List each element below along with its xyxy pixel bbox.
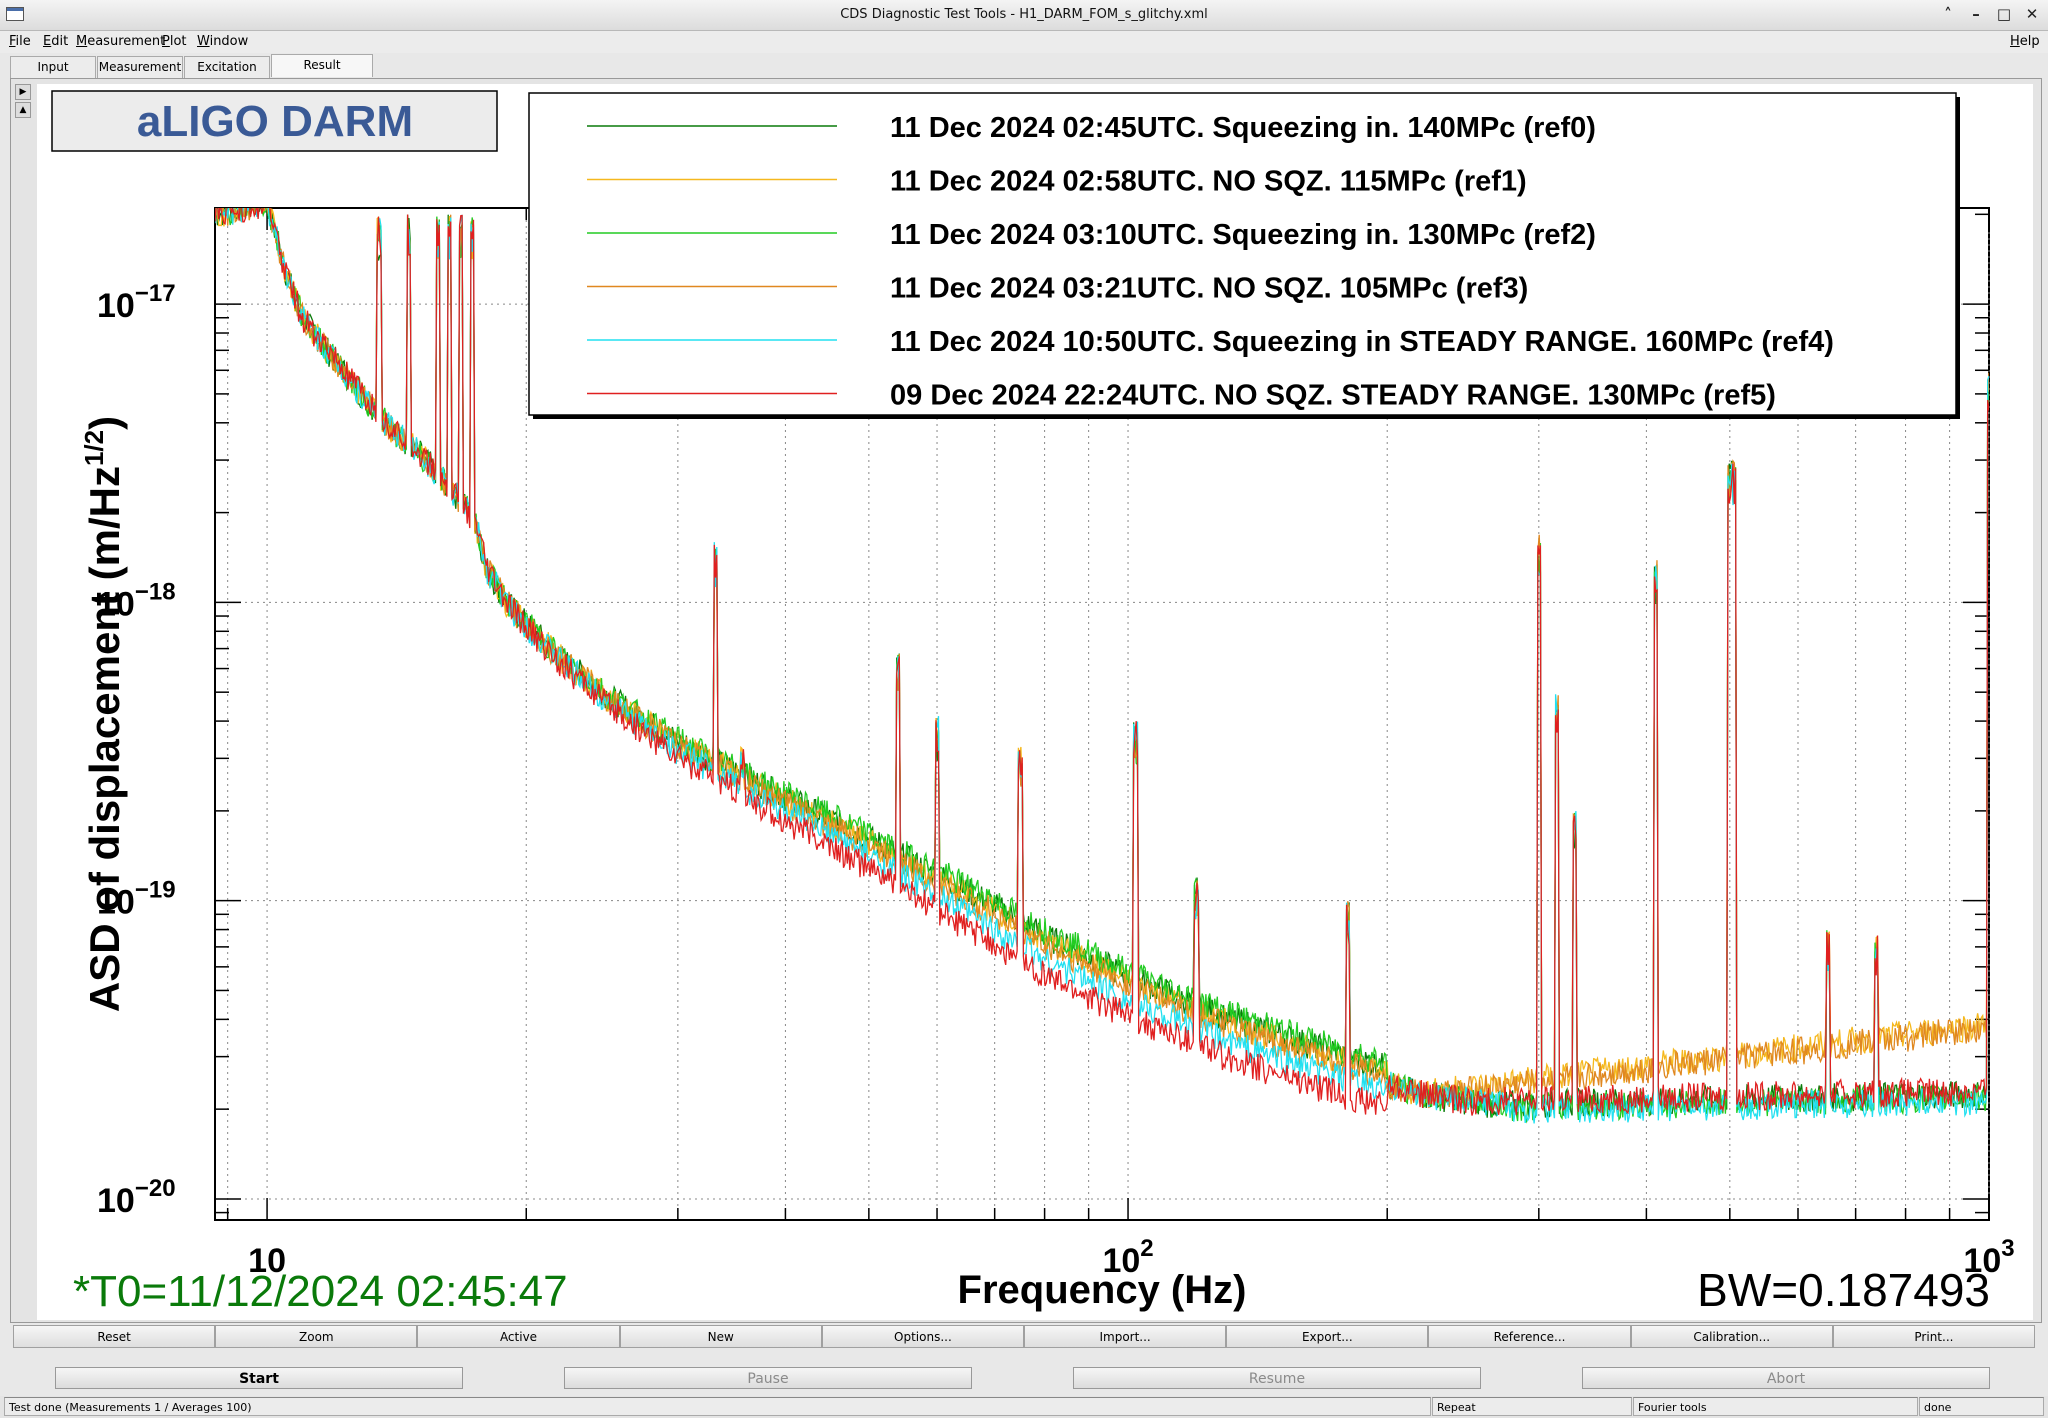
tab-result[interactable]: Result (271, 54, 373, 77)
y-tick-label: 10−20 (97, 1175, 176, 1220)
legend-label: 11 Dec 2024 02:58UTC. NO SQZ. 115MPc (re… (890, 166, 1527, 198)
active-button[interactable]: Active (417, 1325, 620, 1348)
menu-measurement[interactable]: Measurement (76, 34, 166, 49)
t0-label: *T0=11/12/2024 02:45:47 (73, 1267, 568, 1316)
legend-label: 09 Dec 2024 22:24UTC. NO SQZ. STEADY RAN… (890, 380, 1776, 412)
close-icon[interactable]: ✕ (2025, 5, 2039, 23)
options-button[interactable]: Options... (821, 1325, 1025, 1348)
y-tick-label: 10−18 (97, 578, 176, 623)
badge-title: aLIGO DARM (137, 97, 413, 146)
series-line-ref5 (215, 208, 1989, 1116)
reference-button[interactable]: Reference... (1428, 1325, 1631, 1348)
status-tool: Fourier tools (1633, 1397, 1918, 1416)
maximize-icon[interactable]: □ (1996, 5, 2012, 23)
plot-button-bar: Reset Zoom Active New Options... Import.… (13, 1325, 2036, 1350)
start-button[interactable]: Start (55, 1367, 463, 1389)
pad-next-icon[interactable]: ▶ (15, 84, 31, 100)
legend-label: 11 Dec 2024 03:21UTC. NO SQZ. 105MPc (re… (890, 273, 1528, 305)
legend-label: 11 Dec 2024 10:50UTC. Squeezing in STEAD… (890, 326, 1834, 358)
status-state: done (1919, 1397, 2044, 1416)
window-title: CDS Diagnostic Test Tools - H1_DARM_FOM_… (840, 7, 1208, 22)
plot-canvas[interactable]: 10 102 103 10−17 10−18 10−19 10−20 aLIGO DARM … (37, 84, 2033, 1320)
pause-button[interactable]: Pause (564, 1367, 972, 1389)
y-tick-label: 10−17 (97, 280, 176, 325)
pad-selector: ▶ ▲ (15, 84, 31, 120)
window-menu-icon[interactable] (6, 7, 24, 21)
badge-box (51, 90, 498, 152)
resume-button[interactable]: Resume (1073, 1367, 1481, 1389)
menu-plot[interactable]: Plot (162, 34, 187, 49)
import-button[interactable]: Import... (1024, 1325, 1227, 1348)
menu-help[interactable]: Help (2010, 34, 2040, 49)
print-button[interactable]: Print... (1832, 1325, 2036, 1348)
legend-box (528, 92, 1957, 416)
tab-input[interactable]: Input (10, 56, 96, 78)
x-tick-label: 10 (248, 1242, 286, 1280)
status-bar: Test done (Measurements 1 / Averages 100… (0, 1396, 2048, 1418)
pad-prev-icon[interactable]: ▲ (15, 102, 31, 118)
x-tick-label: 102 (1102, 1235, 1153, 1280)
legend-label: 11 Dec 2024 02:45UTC. Squeezing in. 140M… (890, 112, 1596, 144)
x-axis-title: Frequency (Hz) (958, 1268, 1247, 1312)
calibration-button[interactable]: Calibration... (1630, 1325, 1833, 1348)
x-tick-label: 103 (1963, 1235, 2014, 1280)
minimize-window-icon[interactable]: – (1972, 5, 1980, 23)
legend-label: 11 Dec 2024 03:10UTC. Squeezing in. 130M… (890, 219, 1596, 251)
y-tick-label: 10−19 (97, 877, 176, 922)
status-repeat: Repeat (1432, 1397, 1632, 1416)
menu-bar: File Edit Measurement Plot Window Help (0, 31, 2048, 53)
run-control-bar: Start Pause Resume Abort (0, 1367, 2048, 1389)
bandwidth-label: BW=0.187493 (1697, 1264, 1990, 1316)
legend: 11 Dec 2024 02:45UTC. Squeezing in. 140M… (587, 112, 1834, 412)
status-message: Test done (Measurements 1 / Averages 100… (4, 1397, 1431, 1416)
tab-measurement[interactable]: Measurement (97, 56, 183, 78)
export-button[interactable]: Export... (1226, 1325, 1429, 1348)
menu-file[interactable]: File (9, 34, 31, 49)
reset-button[interactable]: Reset (13, 1325, 216, 1348)
tick-labels: 10 102 103 10−17 10−18 10−19 10−20 (97, 280, 2015, 1280)
title-bar: CDS Diagnostic Test Tools - H1_DARM_FOM_… (0, 0, 2048, 31)
tab-bar: Input Measurement Excitation Result (10, 54, 374, 78)
plot-curves (215, 208, 1989, 1124)
menu-window[interactable]: Window (197, 34, 249, 49)
minimize-icon[interactable]: ˄ (1944, 5, 1952, 23)
y-axis-title: ASD of displacement (m/Hz1/2) (79, 416, 128, 1012)
abort-button[interactable]: Abort (1582, 1367, 1990, 1389)
zoom-button[interactable]: Zoom (215, 1325, 418, 1348)
menu-edit[interactable]: Edit (43, 34, 69, 49)
tab-excitation[interactable]: Excitation (184, 56, 270, 78)
new-button[interactable]: New (619, 1325, 822, 1348)
